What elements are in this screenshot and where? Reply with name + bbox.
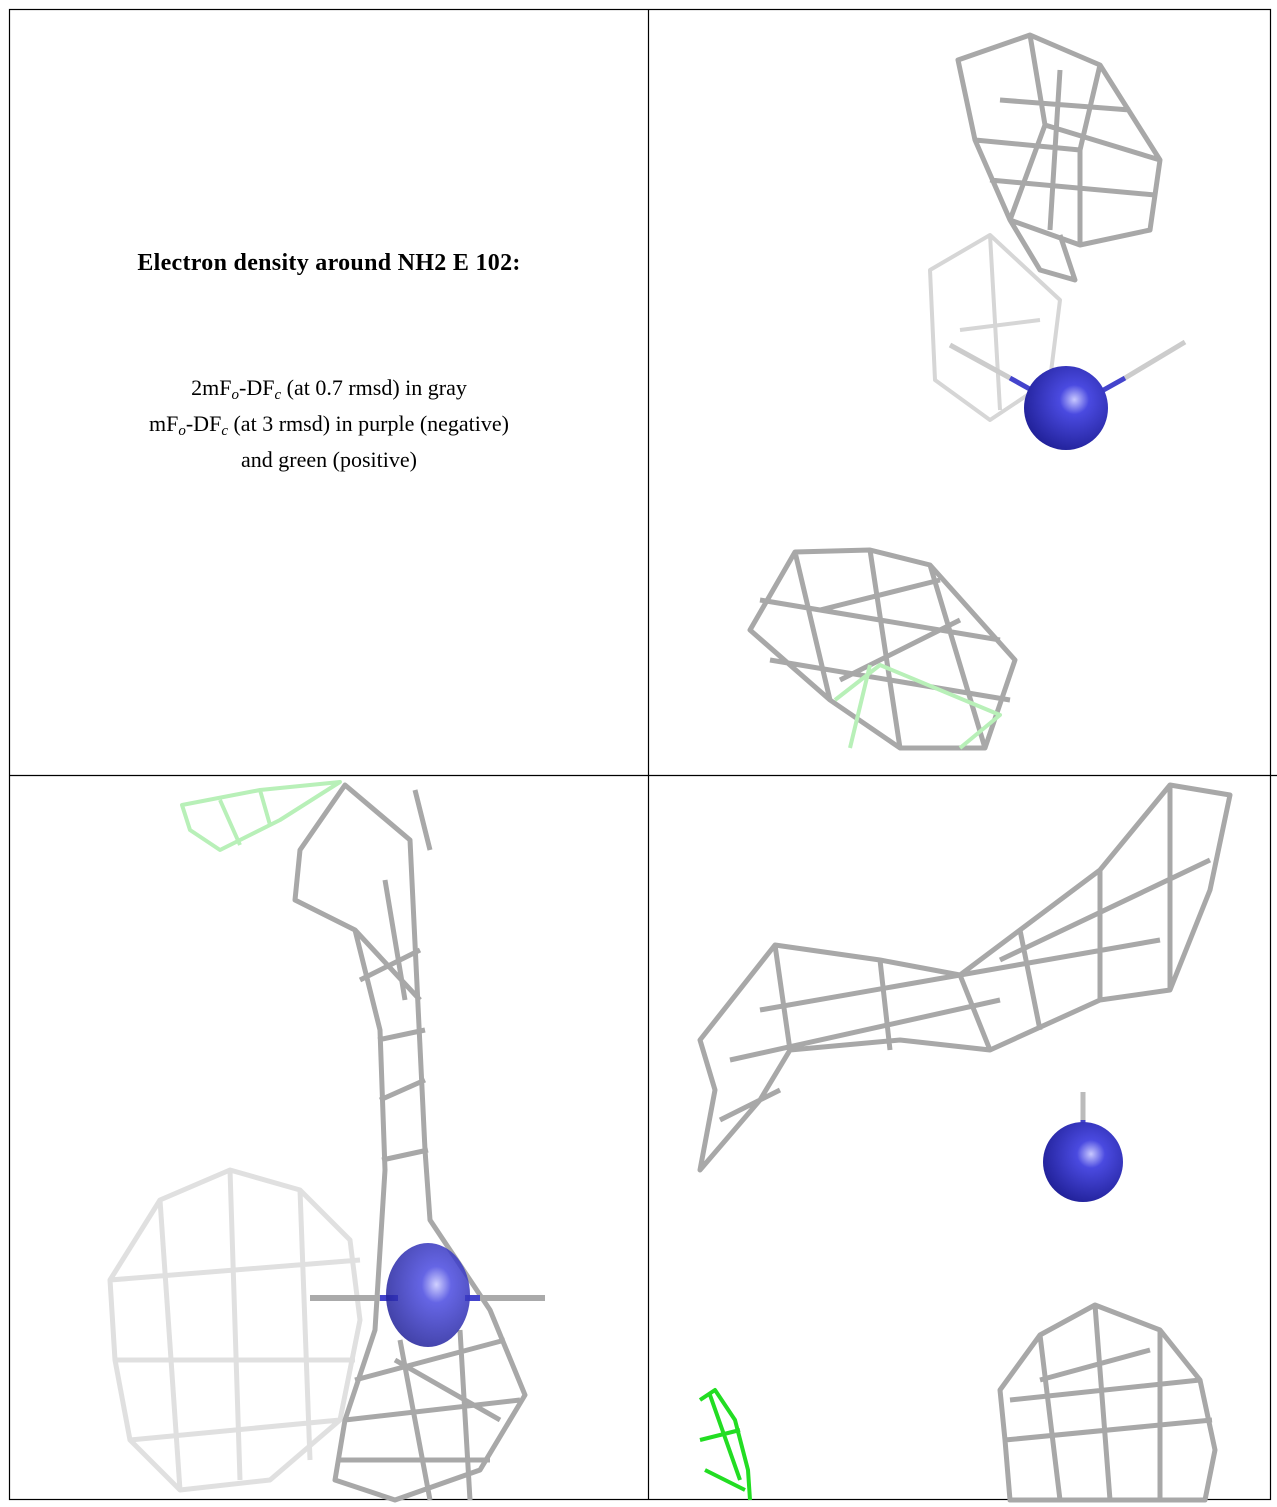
subscript: c <box>274 387 282 403</box>
caption-text: -DF <box>239 375 275 400</box>
caption-text: and green (positive) <box>241 447 417 472</box>
subscript: o <box>178 423 186 439</box>
caption-cell: Electron density around NH2 E 102: 2mFo-… <box>10 10 648 774</box>
caption-lines: 2mFo-DFc (at 0.7 rmsd) in gray mFo-DFc (a… <box>10 370 648 478</box>
table-borders <box>8 8 1277 1501</box>
caption-text: (at 3 rmsd) in purple (negative) <box>227 411 509 436</box>
caption-text: (at 0.7 rmsd) in gray <box>281 375 467 400</box>
caption-title: Electron density around NH2 E 102: <box>137 250 521 276</box>
caption-text: -DF <box>185 411 222 436</box>
density-view-2 <box>107 780 545 1503</box>
caption-line: mFo-DFc (at 3 rmsd) in purple (negative) <box>10 406 648 442</box>
caption-line: and green (positive) <box>10 442 648 478</box>
density-view-1 <box>747 32 1187 751</box>
density-view-3 <box>697 782 1233 1503</box>
subscript: o <box>231 387 240 403</box>
caption-text: mF <box>149 411 179 436</box>
caption-line: 2mFo-DFc (at 0.7 rmsd) in gray <box>10 370 648 406</box>
caption-text: 2mF <box>191 375 232 400</box>
subscript: c <box>221 423 228 439</box>
